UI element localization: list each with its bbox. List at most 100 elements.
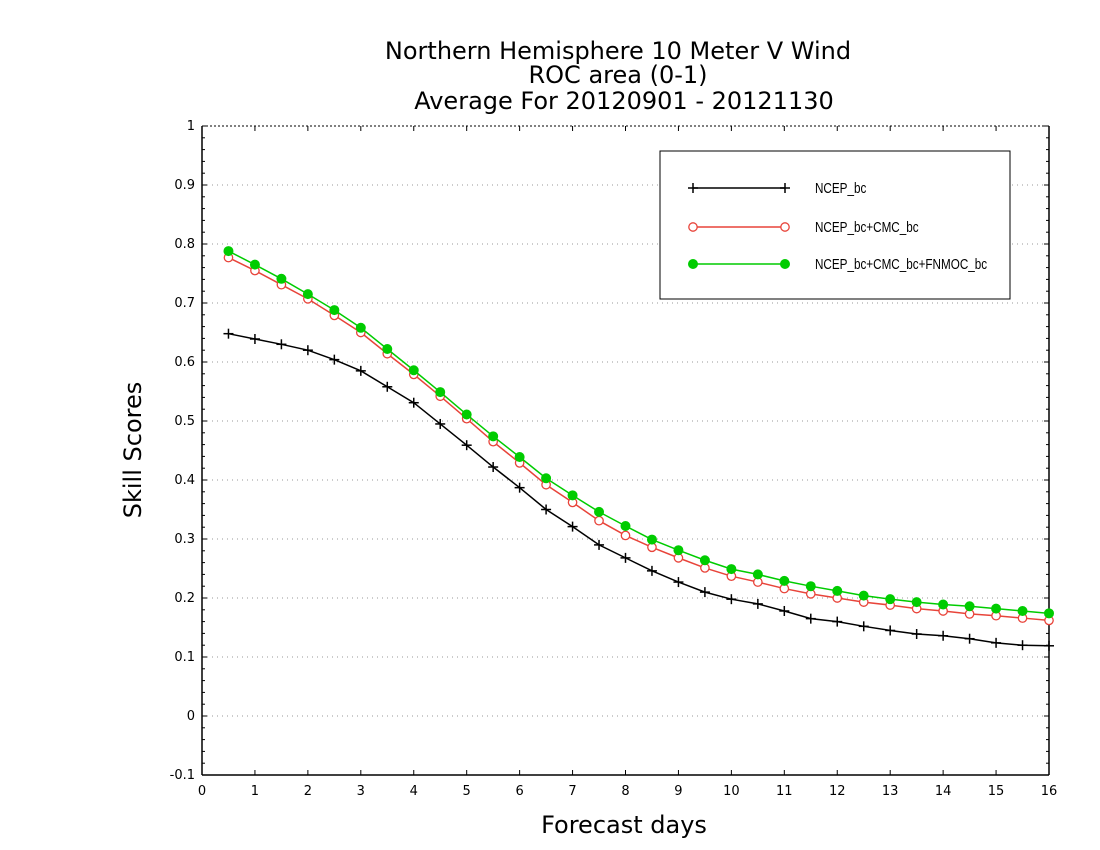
- y-tick-label: 0.8: [174, 237, 195, 252]
- x-tick-label: 3: [357, 784, 365, 799]
- y-tick-label: 0.9: [174, 178, 195, 193]
- data-point-plus: [858, 621, 869, 632]
- series: [223, 246, 1054, 651]
- data-point-plus: [541, 504, 552, 515]
- data-point-plus: [938, 630, 949, 641]
- data-point-filled-circle: [541, 473, 552, 484]
- data-point-filled-circle: [726, 564, 737, 575]
- data-point-plus: [461, 440, 472, 451]
- data-point-filled-circle: [780, 259, 790, 269]
- y-tick-label: 0.7: [174, 296, 195, 311]
- x-tick-label: 9: [674, 784, 682, 799]
- x-axis-title: Forecast days: [541, 811, 707, 839]
- data-point-plus: [646, 565, 657, 576]
- data-point-filled-circle: [302, 289, 313, 300]
- data-point-filled-circle: [223, 246, 234, 257]
- data-point-plus: [594, 539, 605, 550]
- x-tick-label: 10: [723, 784, 740, 799]
- data-point-open-circle: [594, 515, 604, 526]
- data-point-filled-circle: [567, 490, 578, 501]
- data-point-filled-circle: [382, 344, 393, 355]
- legend-label: NCEP_bc+CMC_bc: [815, 219, 919, 236]
- data-point-filled-circle: [408, 365, 419, 376]
- data-point-filled-circle: [991, 603, 1002, 614]
- series-line: [228, 256, 1050, 622]
- x-tick-label: 1: [251, 784, 259, 799]
- data-point-plus: [885, 625, 896, 636]
- data-point-plus: [699, 587, 710, 598]
- data-point-plus: [514, 482, 525, 493]
- data-point-filled-circle: [673, 545, 684, 556]
- y-tick-label: 0.6: [174, 355, 195, 370]
- data-point-filled-circle: [688, 259, 698, 269]
- legend-box: [659, 150, 1011, 300]
- data-point-plus: [382, 381, 393, 392]
- data-point-filled-circle: [488, 431, 499, 442]
- y-tick-label: 0.4: [174, 473, 195, 488]
- tick-labels: -0.100.10.20.30.40.50.60.70.80.910 1 2 3 4 5 6…: [170, 119, 1058, 799]
- x-tick-label: 15: [988, 784, 1005, 799]
- chart-title-line-1: Northern Hemisphere 10 Meter V Wind: [385, 37, 851, 65]
- chart-title-line-2: ROC area (0-1): [528, 61, 707, 89]
- y-axis-title: Skill Scores: [119, 382, 147, 519]
- data-point-filled-circle: [355, 322, 366, 333]
- data-point-filled-circle: [249, 259, 260, 270]
- data-point-open-circle: [688, 222, 698, 232]
- data-point-filled-circle: [329, 305, 340, 316]
- data-point-filled-circle: [435, 387, 446, 398]
- data-point-open-circle: [780, 222, 790, 232]
- data-point-filled-circle: [752, 569, 763, 580]
- x-tick-label: 0: [198, 784, 206, 799]
- data-point-plus: [779, 605, 790, 616]
- x-tick-label: 5: [463, 784, 471, 799]
- data-point-filled-circle: [620, 521, 631, 532]
- data-point-plus: [276, 339, 287, 350]
- legend: NCEP_bc NCEP_bc+CMC_bc NCEP_bc+CMC_bc+FNMO…: [659, 150, 1011, 300]
- x-tick-label: 6: [515, 784, 523, 799]
- data-point-plus: [567, 521, 578, 532]
- legend-entry-2: NCEP_bc+CMC_bc+FNMOC_bc: [688, 256, 987, 272]
- x-tick-label: 4: [410, 784, 418, 799]
- data-point-plus: [408, 397, 419, 408]
- data-point-plus: [911, 628, 922, 639]
- data-point-filled-circle: [938, 599, 949, 610]
- data-point-filled-circle: [832, 585, 843, 596]
- series-0: [223, 328, 1054, 651]
- y-tick-label: 0: [187, 709, 195, 724]
- data-point-plus: [620, 552, 631, 563]
- data-point-plus: [688, 183, 698, 193]
- x-tick-label: 7: [568, 784, 576, 799]
- x-tick-label: 2: [304, 784, 312, 799]
- data-point-filled-circle: [699, 555, 710, 566]
- data-point-plus: [488, 462, 499, 473]
- data-point-filled-circle: [779, 575, 790, 586]
- data-point-plus: [329, 354, 340, 365]
- data-point-plus: [752, 598, 763, 609]
- data-point-plus: [355, 365, 366, 376]
- y-tick-label: 1: [187, 119, 195, 134]
- legend-label: NCEP_bc: [815, 180, 867, 197]
- data-point-filled-circle: [276, 273, 287, 284]
- y-tick-label: 0.2: [174, 591, 195, 606]
- chart-title: Northern Hemisphere 10 Meter V Wind ROC …: [385, 37, 851, 115]
- data-point-plus: [805, 613, 816, 624]
- y-tick-label: 0.5: [174, 414, 195, 429]
- data-point-plus: [964, 633, 975, 644]
- data-point-filled-circle: [911, 597, 922, 608]
- data-point-open-circle: [620, 530, 631, 541]
- data-point-plus: [435, 418, 446, 429]
- series-line: [228, 332, 1050, 647]
- data-point-filled-circle: [964, 601, 975, 612]
- data-point-filled-circle: [594, 506, 605, 517]
- axes: [201, 125, 1050, 776]
- data-point-plus: [223, 328, 234, 339]
- y-tick-label: -0.1: [170, 768, 195, 783]
- data-point-plus: [1044, 640, 1054, 651]
- series-2: [223, 246, 1054, 619]
- x-tick-label: 8: [621, 784, 629, 799]
- y-tick-label: 0.1: [174, 650, 195, 665]
- data-point-filled-circle: [461, 409, 472, 420]
- data-point-filled-circle: [646, 534, 657, 545]
- data-point-plus: [1017, 640, 1028, 651]
